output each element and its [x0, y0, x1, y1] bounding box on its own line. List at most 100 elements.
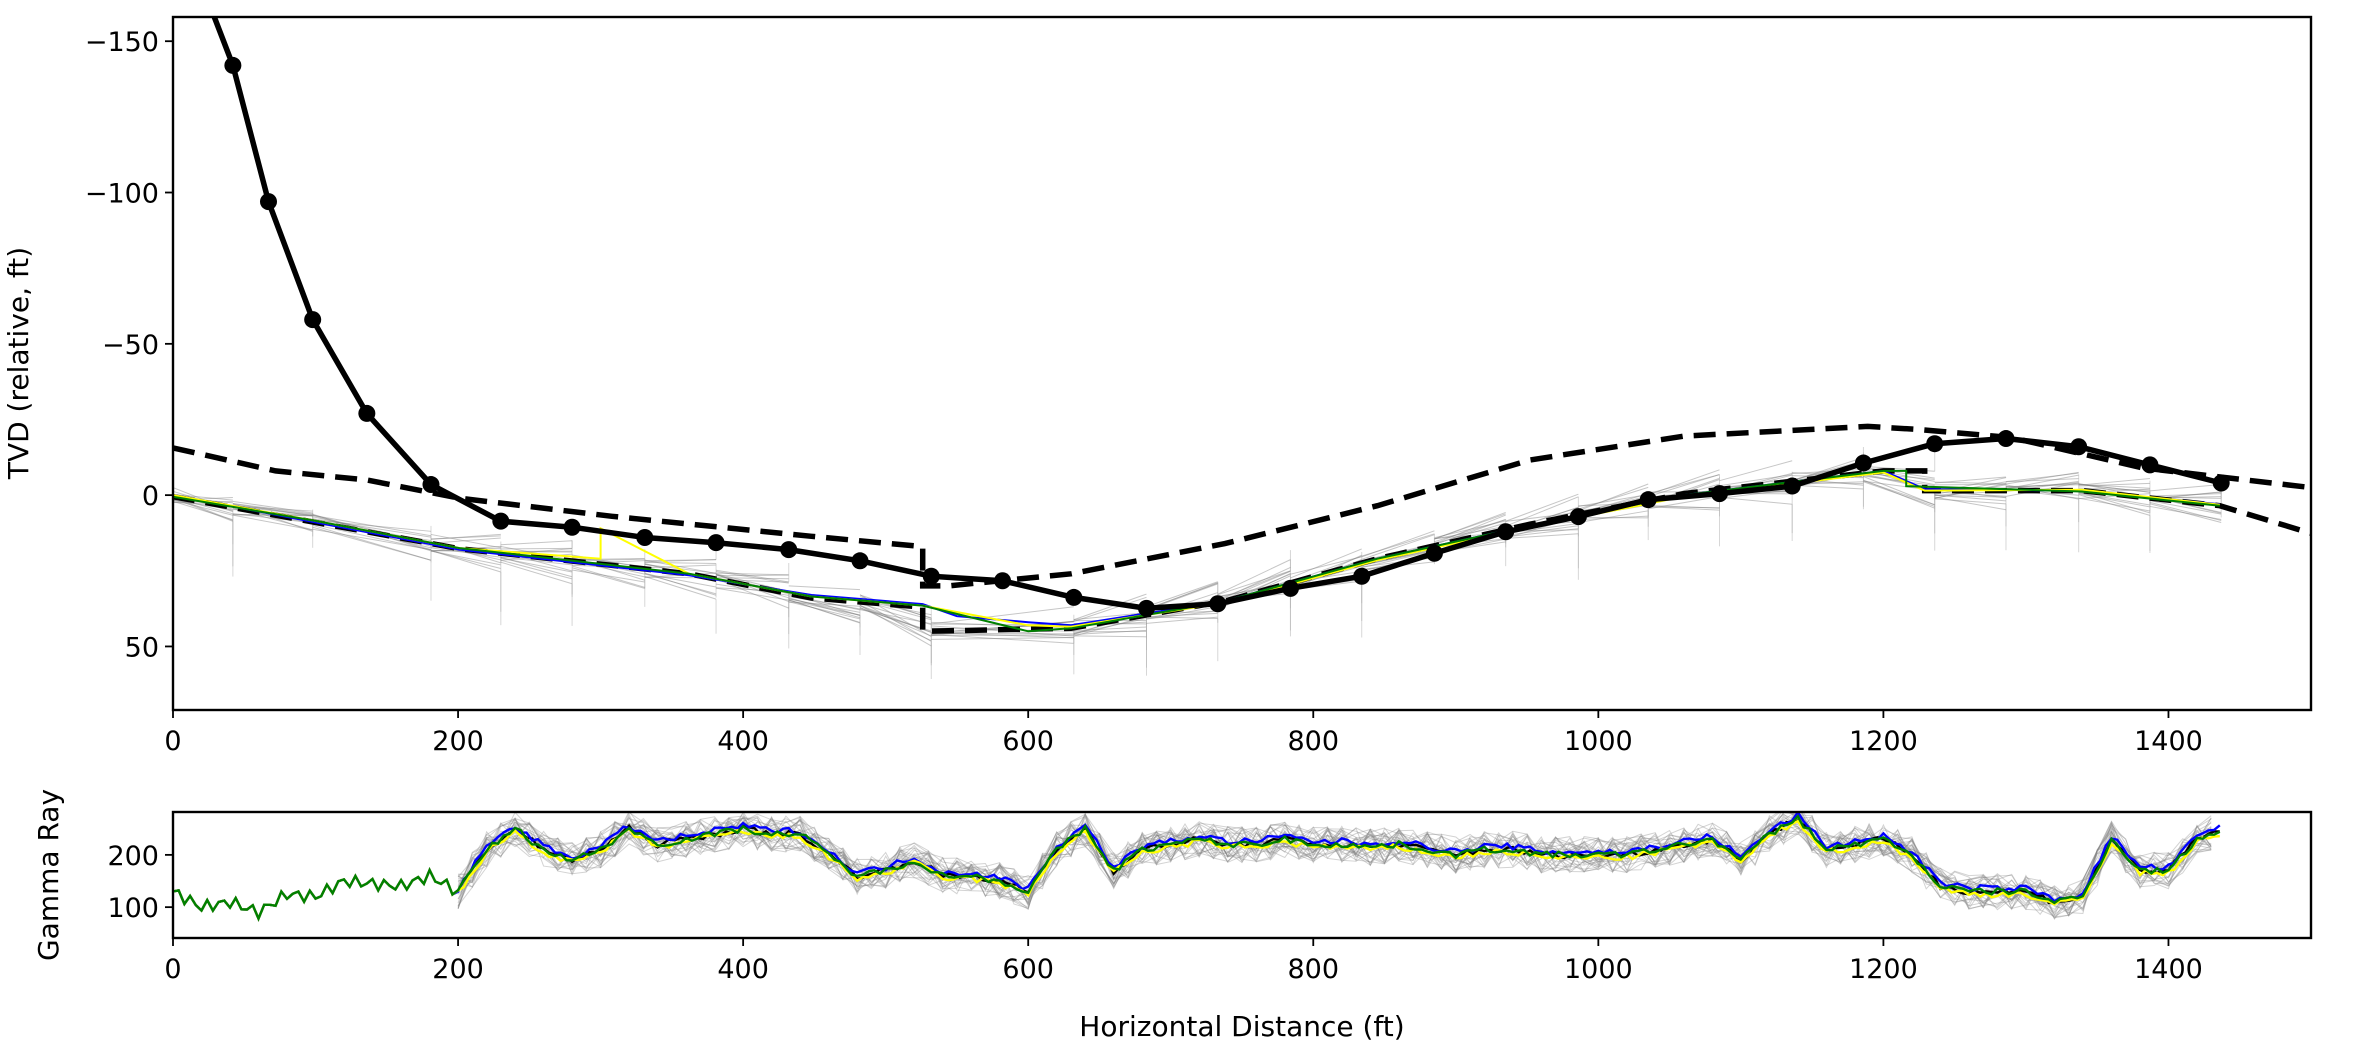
ensemble-line [2078, 478, 2150, 486]
boundary-dashed-line [173, 423, 2311, 589]
ensemble-line [500, 557, 573, 573]
ensemble-line [1505, 512, 1579, 522]
ensemble-line [1863, 475, 1935, 487]
ensemble-line [716, 572, 789, 576]
ensemble-line [1934, 496, 2007, 511]
x-tick-label: 1000 [1564, 726, 1633, 757]
ensemble-line [1073, 618, 1147, 635]
ensemble-line [1648, 474, 1720, 498]
ensemble-line [571, 567, 645, 589]
ensemble-line [232, 500, 313, 514]
x-tick-label: 1000 [1564, 954, 1633, 985]
x-tick-label: 400 [717, 954, 769, 985]
ensemble-line [430, 535, 501, 540]
ensemble-line [173, 500, 234, 521]
ensemble-line [1073, 635, 1147, 638]
trajectory-marker [851, 552, 869, 570]
ensemble-line [1792, 468, 1864, 474]
tvd-plot: 0 200 400 600 800 1000 1200 1400 −150 −100 −50 0 50 [85, 15, 2313, 757]
ensemble-line [1792, 484, 1864, 490]
ensemble-line [1719, 460, 1793, 482]
x-tick-label: 1400 [2134, 954, 2203, 985]
ensemble-line [2005, 483, 2079, 488]
ensemble-line [430, 550, 501, 570]
ensemble-line [788, 599, 861, 624]
ensemble-line [1146, 606, 1218, 620]
ensemble-line [2005, 471, 2079, 485]
ensemble-line [1934, 498, 2007, 505]
ensemble-line [1290, 556, 1362, 575]
ensemble-line [1648, 505, 1720, 509]
trajectory-marker [1209, 595, 1227, 613]
ensemble-line [859, 600, 932, 642]
y-tick-label: 200 [107, 841, 159, 872]
ensemble-line [232, 505, 313, 512]
ensemble-line [1217, 559, 1291, 595]
ensemble-line [1434, 518, 1506, 546]
ensemble-line [1146, 612, 1218, 618]
ensemble-line [430, 537, 501, 544]
trajectory-marker [563, 518, 581, 536]
ensemble-line [644, 559, 717, 574]
ensemble-line [1434, 511, 1506, 540]
trajectory-marker [259, 193, 277, 211]
plot-area [173, 812, 2221, 922]
ensemble-line [788, 601, 861, 607]
ensemble-line [1146, 582, 1218, 610]
y-tick-label: −100 [85, 179, 159, 210]
trajectory-marker [1569, 508, 1587, 526]
ensemble-line [931, 606, 1074, 625]
x-tick-label: 600 [1002, 954, 1054, 985]
ensemble-line [715, 587, 789, 601]
ensemble-line [1863, 481, 1935, 507]
ensemble-line [1719, 488, 1793, 499]
ensemble-line [644, 573, 717, 588]
ensemble-line [2005, 482, 2079, 489]
ensemble-line [1934, 476, 2007, 484]
ensemble-line [1290, 565, 1362, 587]
trajectory-marker [707, 534, 725, 552]
ensemble-line [1648, 496, 1720, 510]
ensemble-line [644, 559, 717, 562]
gamma-ensemble-line [457, 816, 2212, 909]
ensemble-line [312, 518, 432, 538]
ensemble-line [1578, 510, 1649, 524]
ensemble-line [788, 597, 861, 619]
trajectory-marker [994, 572, 1012, 590]
ensemble-line [1934, 494, 2006, 498]
gamma-ray-curve-008000 [173, 814, 2221, 922]
ensemble-line [232, 503, 313, 517]
ensemble-line [232, 514, 313, 531]
ensemble-line [2078, 482, 2150, 487]
trajectory-marker [780, 541, 798, 559]
ensemble-line [859, 607, 932, 633]
ensemble-line [2078, 483, 2150, 489]
ensemble-line [232, 503, 313, 515]
ensemble-line [500, 556, 573, 566]
ensemble-line [644, 564, 717, 569]
ensemble-line [232, 504, 313, 516]
ensemble-line [1719, 496, 1793, 505]
ensemble-line [2149, 503, 2222, 523]
ensemble-line [716, 577, 789, 580]
ensemble-line [1578, 494, 1649, 507]
ensemble-line [572, 569, 645, 583]
ensemble-line [1648, 506, 1720, 509]
ensemble-line [2149, 500, 2222, 515]
gamma-ensemble-line [457, 812, 2212, 916]
gamma-ray-plot: 0 200 400 600 800 1000 1200 1400 100 200 [107, 810, 2313, 985]
ensemble-line [2078, 483, 2150, 493]
ensemble-line [2005, 478, 2079, 483]
ensemble-line [2149, 505, 2222, 521]
trajectory-marker [1497, 523, 1515, 541]
ensemble-line [312, 519, 432, 532]
y-tick-label: −150 [85, 27, 159, 58]
ensemble-line [859, 603, 932, 626]
ensemble-line [430, 550, 501, 566]
ensemble-line [931, 636, 1074, 640]
ensemble-line [2005, 484, 2079, 500]
ensemble-line [173, 497, 234, 522]
ensemble-line [716, 574, 789, 577]
ensemble-line [1792, 457, 1864, 482]
ensemble-line [1073, 629, 1147, 635]
